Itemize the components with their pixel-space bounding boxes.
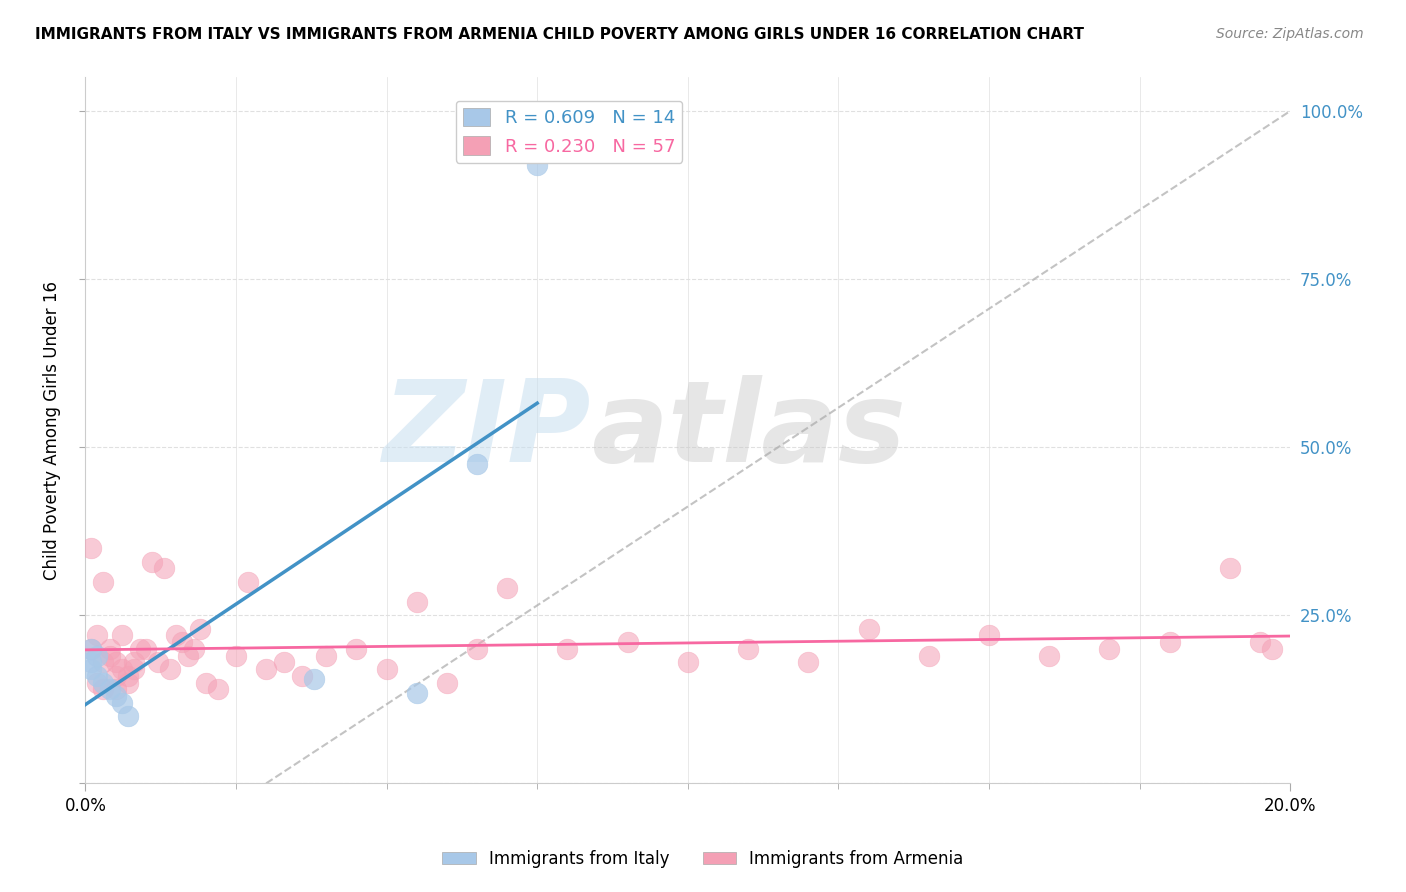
Point xyxy=(128,641,150,656)
Point xyxy=(465,641,488,656)
Point xyxy=(405,685,427,699)
Point xyxy=(135,641,157,656)
Point xyxy=(146,656,169,670)
Point xyxy=(86,648,108,663)
Point xyxy=(117,669,139,683)
Point xyxy=(122,656,145,670)
Text: atlas: atlas xyxy=(592,375,907,486)
Point xyxy=(117,675,139,690)
Point xyxy=(436,675,458,690)
Point xyxy=(177,648,200,663)
Point xyxy=(93,675,115,690)
Point xyxy=(141,554,163,568)
Point xyxy=(170,635,193,649)
Point xyxy=(104,656,127,670)
Point xyxy=(1219,561,1241,575)
Point xyxy=(555,641,578,656)
Point xyxy=(676,656,699,670)
Point xyxy=(93,574,115,589)
Point xyxy=(104,689,127,703)
Point xyxy=(254,662,277,676)
Point xyxy=(86,669,108,683)
Point xyxy=(1038,648,1060,663)
Point xyxy=(93,682,115,697)
Point xyxy=(737,641,759,656)
Point xyxy=(80,656,103,670)
Point xyxy=(188,622,211,636)
Point xyxy=(86,675,108,690)
Point xyxy=(977,628,1000,642)
Point xyxy=(80,641,103,656)
Point xyxy=(797,656,820,670)
Text: IMMIGRANTS FROM ITALY VS IMMIGRANTS FROM ARMENIA CHILD POVERTY AMONG GIRLS UNDER: IMMIGRANTS FROM ITALY VS IMMIGRANTS FROM… xyxy=(35,27,1084,42)
Point xyxy=(526,158,548,172)
Point xyxy=(86,628,108,642)
Point xyxy=(110,696,132,710)
Point xyxy=(465,457,488,471)
Point xyxy=(918,648,941,663)
Y-axis label: Child Poverty Among Girls Under 16: Child Poverty Among Girls Under 16 xyxy=(44,281,60,580)
Point xyxy=(152,561,174,575)
Point xyxy=(207,682,229,697)
Point xyxy=(225,648,247,663)
Point xyxy=(165,628,187,642)
Point xyxy=(346,641,368,656)
Point xyxy=(110,628,132,642)
Point xyxy=(194,675,217,690)
Point xyxy=(405,595,427,609)
Legend: R = 0.609   N = 14, R = 0.230   N = 57: R = 0.609 N = 14, R = 0.230 N = 57 xyxy=(456,101,682,162)
Point xyxy=(858,622,880,636)
Text: ZIP: ZIP xyxy=(382,375,592,486)
Point xyxy=(93,656,115,670)
Point xyxy=(1098,641,1121,656)
Point xyxy=(236,574,259,589)
Point xyxy=(616,635,638,649)
Point xyxy=(1261,641,1284,656)
Point xyxy=(80,662,103,676)
Point xyxy=(117,709,139,723)
Point xyxy=(183,641,205,656)
Point xyxy=(273,656,295,670)
Point xyxy=(98,682,121,697)
Point xyxy=(375,662,398,676)
Point xyxy=(104,669,127,683)
Point xyxy=(1159,635,1181,649)
Point xyxy=(291,669,314,683)
Text: Source: ZipAtlas.com: Source: ZipAtlas.com xyxy=(1216,27,1364,41)
Point xyxy=(98,641,121,656)
Point xyxy=(122,662,145,676)
Point xyxy=(104,682,127,697)
Point xyxy=(304,672,326,686)
Point xyxy=(110,662,132,676)
Point xyxy=(159,662,181,676)
Point xyxy=(98,648,121,663)
Point xyxy=(1249,635,1271,649)
Legend: Immigrants from Italy, Immigrants from Armenia: Immigrants from Italy, Immigrants from A… xyxy=(436,844,970,875)
Point xyxy=(80,541,103,555)
Point xyxy=(80,641,103,656)
Point xyxy=(496,582,519,596)
Point xyxy=(315,648,337,663)
